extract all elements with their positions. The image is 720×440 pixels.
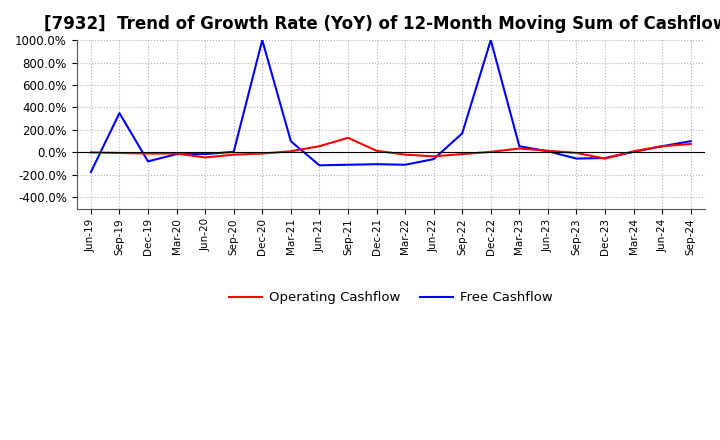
Operating Cashflow bbox=[458, 151, 467, 157]
Operating Cashflow bbox=[86, 150, 95, 155]
Free Cashflow bbox=[429, 157, 438, 162]
Line: Operating Cashflow: Operating Cashflow bbox=[91, 138, 690, 158]
Free Cashflow bbox=[258, 37, 266, 43]
Operating Cashflow bbox=[515, 146, 523, 151]
Free Cashflow bbox=[401, 162, 410, 167]
Free Cashflow bbox=[686, 139, 695, 144]
Legend: Operating Cashflow, Free Cashflow: Operating Cashflow, Free Cashflow bbox=[224, 286, 557, 309]
Line: Free Cashflow: Free Cashflow bbox=[91, 40, 690, 172]
Operating Cashflow bbox=[315, 143, 324, 149]
Free Cashflow bbox=[86, 169, 95, 175]
Free Cashflow bbox=[201, 151, 210, 157]
Operating Cashflow bbox=[172, 151, 181, 156]
Operating Cashflow bbox=[429, 154, 438, 159]
Free Cashflow bbox=[487, 37, 495, 43]
Free Cashflow bbox=[144, 159, 153, 164]
Operating Cashflow bbox=[258, 151, 266, 156]
Operating Cashflow bbox=[629, 149, 638, 154]
Operating Cashflow bbox=[658, 143, 667, 149]
Operating Cashflow bbox=[230, 152, 238, 157]
Operating Cashflow bbox=[544, 148, 552, 154]
Free Cashflow bbox=[343, 162, 352, 167]
Operating Cashflow bbox=[372, 148, 381, 154]
Operating Cashflow bbox=[401, 152, 410, 157]
Title: [7932]  Trend of Growth Rate (YoY) of 12-Month Moving Sum of Cashflows: [7932] Trend of Growth Rate (YoY) of 12-… bbox=[44, 15, 720, 33]
Free Cashflow bbox=[458, 131, 467, 136]
Free Cashflow bbox=[115, 110, 124, 116]
Free Cashflow bbox=[315, 163, 324, 168]
Free Cashflow bbox=[287, 139, 295, 144]
Operating Cashflow bbox=[201, 155, 210, 160]
Free Cashflow bbox=[230, 149, 238, 154]
Free Cashflow bbox=[372, 161, 381, 167]
Free Cashflow bbox=[544, 149, 552, 154]
Operating Cashflow bbox=[144, 151, 153, 156]
Operating Cashflow bbox=[686, 141, 695, 147]
Operating Cashflow bbox=[343, 135, 352, 140]
Operating Cashflow bbox=[600, 156, 609, 161]
Operating Cashflow bbox=[572, 150, 581, 156]
Free Cashflow bbox=[658, 143, 667, 149]
Free Cashflow bbox=[172, 151, 181, 157]
Free Cashflow bbox=[600, 155, 609, 161]
Free Cashflow bbox=[629, 149, 638, 154]
Operating Cashflow bbox=[487, 149, 495, 154]
Free Cashflow bbox=[572, 156, 581, 161]
Operating Cashflow bbox=[287, 149, 295, 154]
Free Cashflow bbox=[515, 143, 523, 149]
Operating Cashflow bbox=[115, 150, 124, 156]
